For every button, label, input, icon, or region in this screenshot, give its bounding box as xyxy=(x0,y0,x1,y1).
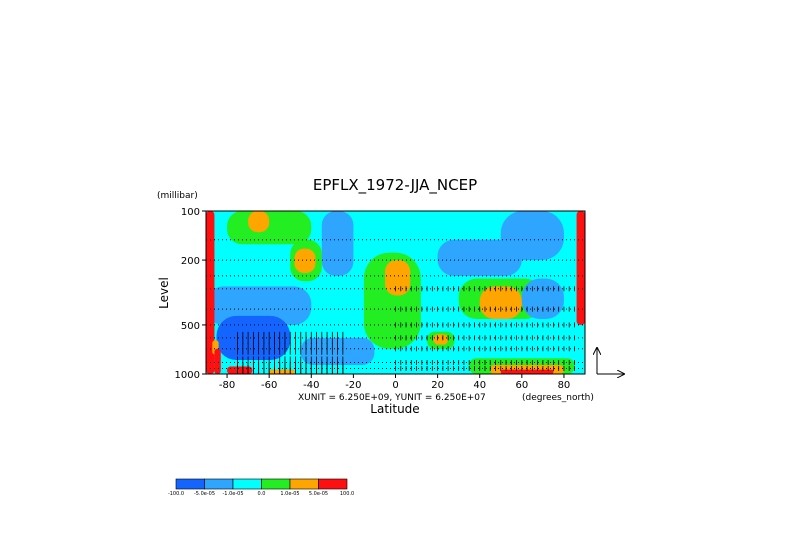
vector-units-label: XUNIT = 6.250E+09, YUNIT = 6.250E+07 xyxy=(298,393,486,403)
colorbar-label: 1.0e-05 xyxy=(280,491,299,497)
y-unit-label: (millibar) xyxy=(157,191,198,201)
field-region xyxy=(206,286,312,325)
y-tick-label: 200 xyxy=(181,256,200,267)
colorbar-label: 0.0 xyxy=(258,491,266,497)
x-tick-label: -40 xyxy=(303,380,319,391)
field-region xyxy=(500,211,564,261)
colorbar-swatch xyxy=(175,478,205,490)
field-region xyxy=(294,248,316,273)
colorbar-label: 100.0 xyxy=(340,491,354,497)
colorbar: -100.0 -5.0e-05 -1.0e-05 0.0 1.0e-05 5.0e-05 1… xyxy=(168,478,354,497)
colorbar-label: -1.0e-05 xyxy=(223,491,244,497)
flux-vectors xyxy=(237,286,575,374)
reference-vector xyxy=(597,348,624,374)
chart-title: EPFLX_1972-JJA_NCEP xyxy=(313,176,477,195)
y-tick-label: 1000 xyxy=(175,370,200,381)
x-axis-label: Latitude xyxy=(370,402,419,416)
field-region xyxy=(214,348,221,374)
x-unit-label: (degrees_north) xyxy=(522,393,594,403)
field-region xyxy=(248,211,270,233)
x-tick-label: 0 xyxy=(392,380,398,391)
x-tick-label: 40 xyxy=(473,380,486,391)
x-tick-label: -20 xyxy=(345,380,361,391)
colorbar-swatch xyxy=(232,478,262,490)
y-axis: 1000 500 200 100 xyxy=(175,207,206,381)
y-axis-label: Level xyxy=(157,277,171,309)
colorbar-swatch xyxy=(204,478,234,490)
x-tick-label: -60 xyxy=(261,380,277,391)
y-tick-label: 100 xyxy=(181,207,200,218)
field-region xyxy=(433,334,449,345)
field-region xyxy=(576,211,585,325)
x-tick-label: 20 xyxy=(431,380,444,391)
x-tick-label: 60 xyxy=(515,380,528,391)
colorbar-label: -5.0e-05 xyxy=(194,491,215,497)
colorbar-label: -100.0 xyxy=(168,491,184,497)
field-region xyxy=(206,211,215,374)
x-axis: -80 -60 -40 -20 0 20 40 60 80 xyxy=(219,374,570,391)
colorbar-swatch xyxy=(261,478,291,490)
colorbar-swatch xyxy=(318,478,348,490)
field-region xyxy=(227,366,253,374)
field-region xyxy=(269,369,295,374)
field-region xyxy=(437,239,522,276)
field-region xyxy=(321,211,354,276)
field-region xyxy=(521,278,564,320)
field-region xyxy=(500,369,554,374)
field-region xyxy=(227,211,312,245)
y-tick-label: 500 xyxy=(181,321,200,332)
x-tick-label: -80 xyxy=(219,380,235,391)
x-tick-label: 80 xyxy=(558,380,571,391)
colorbar-swatch xyxy=(289,478,319,490)
colorbar-label: 5.0e-05 xyxy=(309,491,328,497)
field-region xyxy=(384,260,411,296)
